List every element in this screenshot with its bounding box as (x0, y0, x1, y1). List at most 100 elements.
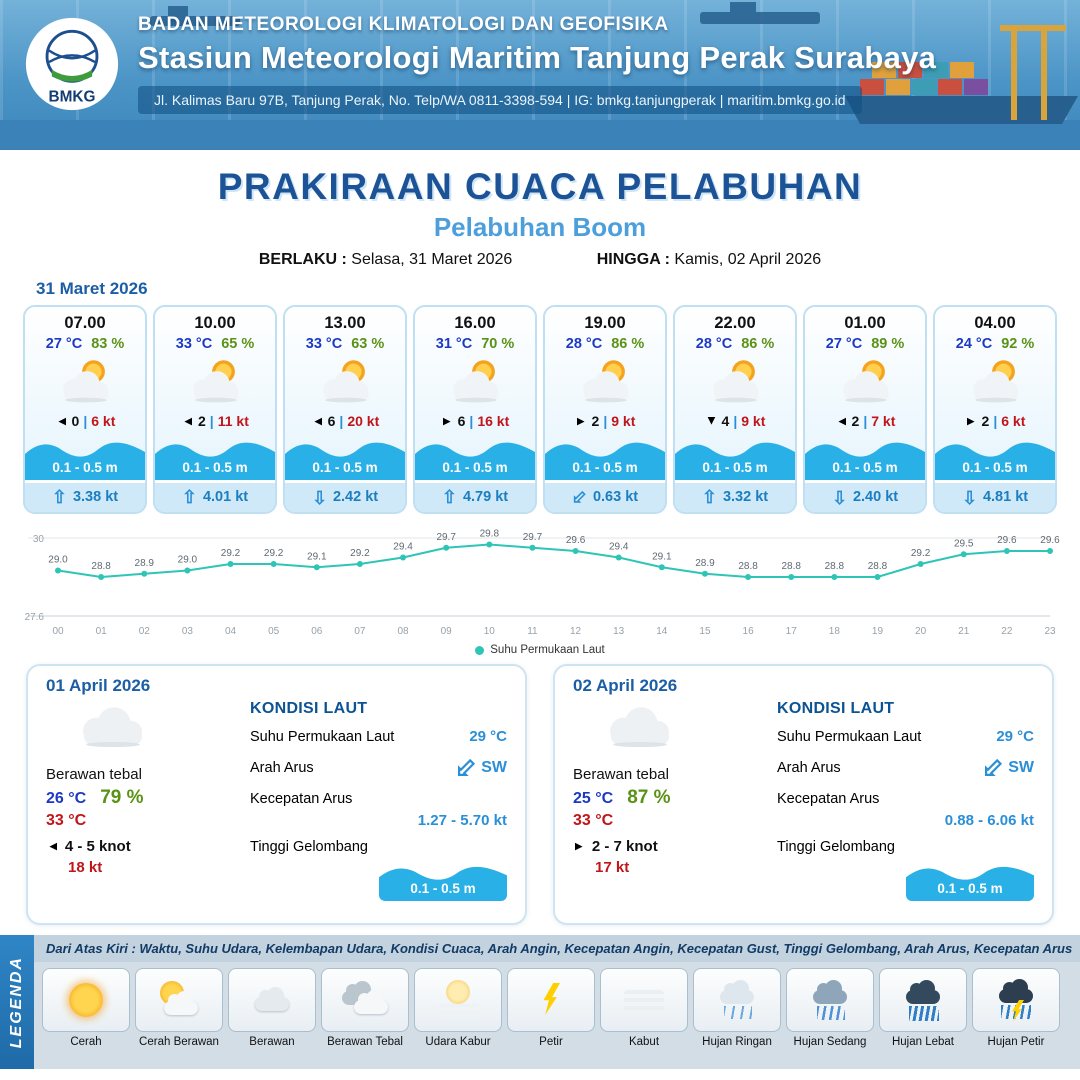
wave-height-value: 0.1 - 0.5 m (410, 881, 476, 896)
wind-row: 2 11 kt (155, 411, 275, 434)
station-address: Jl. Kalimas Baru 97B, Tanjung Perak, No.… (138, 86, 862, 114)
svg-text:05: 05 (268, 626, 280, 637)
weather-icon (244, 977, 300, 1023)
wind-gust: 11 kt (217, 413, 249, 429)
legend-ribbon: LEGENDA (0, 935, 34, 1069)
svg-text:14: 14 (656, 626, 668, 637)
separator (339, 413, 343, 429)
svg-text:28.9: 28.9 (695, 558, 715, 569)
cloud-icon (83, 707, 142, 748)
separator (993, 413, 997, 429)
air-temperature: 33 °C (175, 336, 213, 352)
weather-icon (895, 977, 951, 1023)
wave-height: 0.1 - 0.5 m (702, 460, 768, 475)
wave-height-band: 0.1 - 0.5 m (415, 434, 535, 480)
wind-speed: 0 (71, 413, 80, 429)
wind-speed: 2 (198, 413, 206, 429)
legend-item: Hujan Petir (972, 968, 1060, 1048)
wave-icon (25, 442, 145, 480)
partly-cloudy-icon (63, 360, 109, 403)
weather-icon (523, 977, 579, 1023)
temperature-humidity: 33 °C 65 % (155, 336, 275, 352)
legend-item-label: Hujan Petir (987, 1036, 1045, 1048)
temperature-humidity: 27 °C 89 % (805, 336, 925, 352)
svg-text:21: 21 (958, 626, 970, 637)
port-name: Pelabuhan Boom (433, 212, 647, 242)
wind-direction-icon (55, 415, 68, 428)
min-temperature: 25 °C (573, 790, 614, 807)
current-direction-icon (52, 488, 67, 506)
svg-text:28.9: 28.9 (135, 558, 155, 569)
legend-items-row: Cerah Cerah Berawan Berawan Berawan Teba… (34, 962, 1080, 1048)
daily-weather-summary: Berawan tebal 26 °C 79 % 33 °C 4 - 5 kno… (46, 698, 232, 911)
current-direction-label: Arah Arus (777, 760, 841, 776)
svg-text:19: 19 (872, 626, 884, 637)
current-speed: 4.01 kt (202, 489, 249, 505)
svg-text:03: 03 (182, 626, 194, 637)
legend-dot-icon (475, 645, 485, 655)
wind-gust: 17 kt (595, 859, 630, 876)
forecast-time: 13.00 (324, 314, 366, 332)
wave-height-label: Tinggi Gelombang (250, 839, 368, 855)
validity-row: BERLAKU : Selasa, 31 Maret 2026 HINGGA :… (0, 251, 1080, 269)
forecast-time: 01.00 (844, 314, 886, 332)
relative-humidity: 89 % (871, 336, 905, 352)
current-direction-icon (832, 488, 847, 506)
legend-item: Cerah (42, 968, 130, 1048)
wind-direction-icon (46, 840, 59, 853)
sea-conditions: KONDISI LAUT Suhu Permukaan Laut 29 °C A… (250, 698, 507, 911)
separator (863, 413, 867, 429)
current-speed: 4.79 kt (462, 489, 509, 505)
current-direction-value: SW (1008, 759, 1034, 776)
svg-text:11: 11 (527, 626, 538, 637)
relative-humidity: 70 % (481, 336, 515, 352)
hingga-value: Kamis, 02 April 2026 (674, 251, 822, 268)
wave-height-band: 0.1 - 0.5 m (805, 434, 925, 480)
air-temperature: 27 °C (45, 336, 83, 352)
svg-text:29.6: 29.6 (1040, 535, 1060, 546)
current-speed: 0.63 kt (592, 489, 639, 505)
legend-item-label: Hujan Ringan (702, 1036, 772, 1048)
wind-speed: 2 (591, 413, 600, 429)
current-speed-label: Kecepatan Arus (250, 791, 353, 807)
temperature-humidity: 24 °C 92 % (935, 336, 1055, 352)
weather-icon (430, 977, 486, 1023)
forecast-time: 16.00 (454, 314, 496, 332)
cloud-icon (610, 707, 669, 748)
wave-icon (545, 442, 665, 480)
wind-row: 2 7 kt (805, 411, 925, 434)
legend-item-tile (228, 968, 316, 1032)
wave-height: 0.1 - 0.5 m (962, 460, 1028, 475)
svg-text:29.1: 29.1 (307, 551, 327, 562)
svg-text:23: 23 (1044, 626, 1056, 637)
wind-speed: 2 (851, 413, 860, 429)
current-direction-icon (312, 488, 327, 506)
hourly-forecast-card: 04.00 24 °C 92 % 2 6 kt 0.1 (933, 305, 1057, 514)
legend-item-tile (786, 968, 874, 1032)
relative-humidity: 63 % (351, 336, 385, 352)
agency-name: BADAN METEOROLOGI KLIMATOLOGI DAN GEOFIS… (138, 14, 669, 35)
svg-text:29.2: 29.2 (221, 548, 241, 559)
wind-range: 4 - 5 knot (64, 838, 131, 855)
wave-height-band: 0.1 - 0.5 m (675, 434, 795, 480)
wind-row: 0 6 kt (25, 411, 145, 434)
svg-text:28.8: 28.8 (868, 561, 888, 572)
legend-item: Hujan Lebat (879, 968, 967, 1048)
temperature-humidity: 33 °C 63 % (285, 336, 405, 352)
forecast-time: 19.00 (584, 314, 626, 332)
partly-cloudy-icon (453, 360, 499, 403)
svg-text:28.8: 28.8 (91, 561, 111, 572)
wind-row: 4 9 kt (675, 411, 795, 434)
humidity: 79 % (100, 787, 144, 808)
wave-height: 0.1 - 0.5 m (182, 460, 248, 475)
current-speed: 2.42 kt (332, 489, 379, 505)
header-text: BADAN METEOROLOGI KLIMATOLOGI DAN GEOFIS… (138, 10, 936, 114)
station-name: Stasiun Meteorologi Maritim Tanjung Pera… (138, 40, 937, 75)
svg-text:08: 08 (397, 626, 409, 637)
wind-gust: 16 kt (477, 413, 510, 429)
wave-icon (675, 442, 795, 480)
svg-text:29.2: 29.2 (350, 548, 370, 559)
current-direction-icon (182, 488, 197, 506)
legend-section: LEGENDA Dari Atas Kiri : Waktu, Suhu Uda… (0, 935, 1080, 1069)
legend-item-tile (693, 968, 781, 1032)
